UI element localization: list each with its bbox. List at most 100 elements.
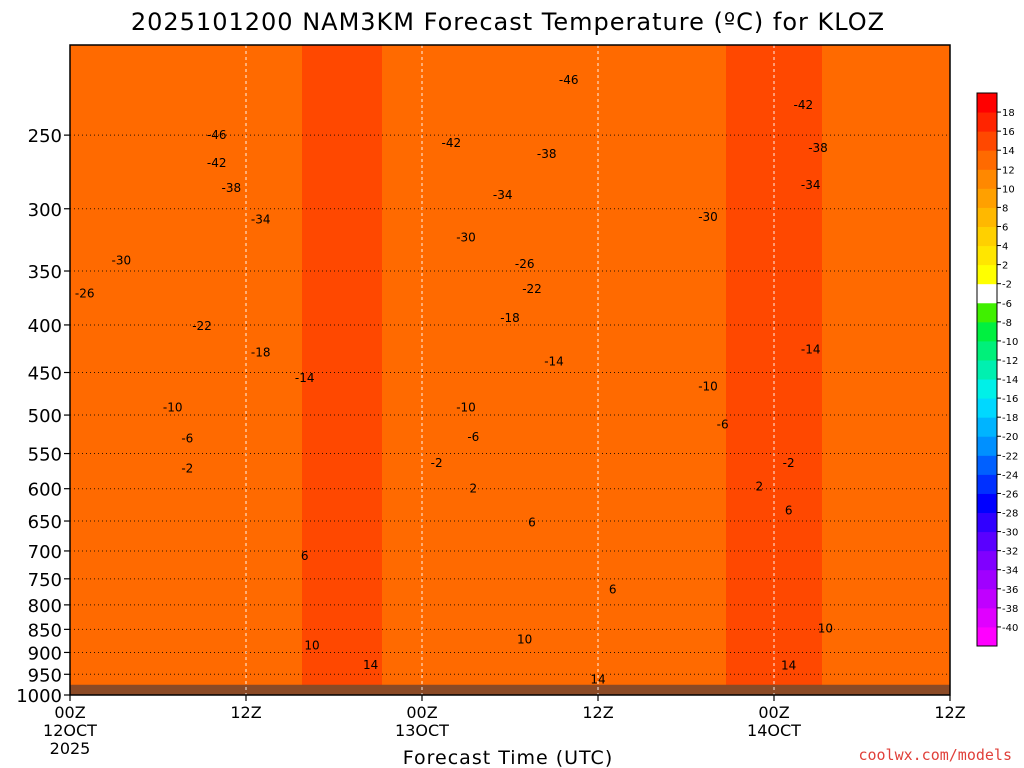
colorbar-swatch bbox=[977, 359, 997, 380]
contour-label: 10 bbox=[517, 633, 532, 647]
contour-label: -30 bbox=[698, 210, 718, 224]
contour-label: 6 bbox=[528, 515, 536, 529]
contour-label: -18 bbox=[251, 345, 271, 359]
contour-label: -30 bbox=[456, 230, 476, 244]
credit-link[interactable]: coolwx.com/models bbox=[858, 746, 1012, 764]
y-tick-label: 950 bbox=[28, 665, 62, 686]
contour-label: -38 bbox=[808, 141, 828, 155]
contour-label: 6 bbox=[609, 582, 617, 596]
colorbar-label: 12 bbox=[1002, 165, 1015, 176]
colorbar-swatch bbox=[977, 417, 997, 437]
colorbar-swatch bbox=[977, 93, 997, 113]
colorbar-swatch bbox=[977, 264, 997, 285]
contour-label: 6 bbox=[301, 549, 309, 563]
colorbar-label: -22 bbox=[1002, 451, 1018, 462]
y-tick-label: 700 bbox=[28, 542, 62, 563]
x-tick-label: 2025 bbox=[50, 739, 91, 758]
contour-label: -34 bbox=[801, 178, 821, 192]
contour-label: -10 bbox=[698, 380, 718, 394]
y-tick-label: 850 bbox=[28, 620, 62, 641]
y-tick-label: 1000 bbox=[16, 686, 62, 707]
colorbar-label: -30 bbox=[1002, 528, 1018, 539]
colorbar-label: -16 bbox=[1002, 394, 1018, 405]
colorbar-label: -38 bbox=[1002, 604, 1018, 615]
colorbar-swatch bbox=[977, 379, 997, 399]
contour-label: -22 bbox=[522, 282, 542, 296]
plot-frame bbox=[69, 44, 951, 696]
contour-label: 2 bbox=[756, 480, 764, 494]
colorbar-swatch bbox=[977, 588, 997, 609]
colorbar-swatch bbox=[977, 398, 997, 418]
y-tick-label: 550 bbox=[28, 445, 62, 466]
contour-label: -6 bbox=[181, 432, 193, 446]
contour-label: -6 bbox=[717, 418, 729, 432]
plot-border bbox=[69, 44, 951, 696]
colorbar-label: -26 bbox=[1002, 489, 1018, 500]
x-tick-label: 00Z bbox=[54, 703, 85, 722]
colorbar-swatch bbox=[977, 131, 997, 151]
contour-label: -34 bbox=[493, 188, 513, 202]
contour-labels: -46 -42 -46 -42 -38 -38 -42 -38 -34 -34 -34 -30 -30 -… bbox=[75, 73, 833, 687]
contour-label: 14 bbox=[363, 658, 378, 672]
contour-label: -42 bbox=[442, 136, 462, 150]
contour-label: -26 bbox=[75, 286, 95, 300]
contour-label: -30 bbox=[112, 253, 132, 267]
colorbar-swatch bbox=[977, 188, 997, 208]
colorbar-swatch bbox=[977, 531, 997, 552]
colorbar-label: -40 bbox=[1002, 623, 1018, 634]
y-tick-label: 650 bbox=[28, 512, 62, 533]
contour-label: -14 bbox=[295, 371, 315, 385]
colorbar-swatch bbox=[977, 474, 997, 494]
contour-label: -46 bbox=[207, 128, 227, 142]
colorbar-swatch bbox=[977, 150, 997, 170]
contour-label: 14 bbox=[781, 659, 796, 673]
colorbar-swatch bbox=[977, 512, 997, 533]
contour-label: -34 bbox=[251, 212, 271, 226]
colorbar-label: 6 bbox=[1002, 222, 1008, 233]
x-tick-label: 00Z bbox=[758, 703, 789, 722]
colorbar-label: 4 bbox=[1002, 242, 1008, 253]
contour-label: -38 bbox=[222, 181, 242, 195]
colorbar-label: -14 bbox=[1002, 375, 1018, 386]
colorbar-swatch bbox=[977, 607, 997, 628]
contour-label: 14 bbox=[590, 672, 605, 686]
contour-label: -2 bbox=[431, 456, 443, 470]
contour-label: -46 bbox=[559, 73, 579, 87]
x-tick-label: 12Z bbox=[934, 703, 965, 722]
colorbar-label: -12 bbox=[1002, 356, 1018, 367]
contour-label: -10 bbox=[456, 401, 476, 415]
x-tick-label: 12Z bbox=[230, 703, 261, 722]
colorbar-label: 18 bbox=[1002, 108, 1015, 119]
colorbar-swatch bbox=[977, 436, 997, 456]
colorbar-swatch bbox=[977, 226, 997, 247]
colorbar-swatch bbox=[977, 245, 997, 266]
contour-label: -18 bbox=[500, 311, 520, 325]
colorbar-label: -28 bbox=[1002, 509, 1018, 520]
colorbar-swatch bbox=[977, 302, 997, 323]
ground-fill bbox=[70, 684, 950, 695]
colorbar-label: 2 bbox=[1002, 261, 1008, 272]
colorbar-label: -10 bbox=[1002, 337, 1018, 348]
colorbar-label: 10 bbox=[1002, 184, 1015, 195]
colorbar-swatch bbox=[977, 569, 997, 590]
x-axis-label: Forecast Time (UTC) bbox=[403, 747, 613, 768]
colorbar-swatch bbox=[977, 207, 997, 227]
contour-label: -42 bbox=[207, 156, 227, 170]
contour-label: -42 bbox=[794, 98, 814, 112]
colorbar-label: -2 bbox=[1002, 280, 1012, 291]
colorbar-swatch bbox=[977, 626, 997, 647]
colorbar-swatch bbox=[977, 340, 997, 361]
colorbar: -40-38-36-34-32-30-28-26-24-22-20-18-16-… bbox=[976, 92, 1018, 647]
contour-label: -14 bbox=[544, 355, 564, 369]
contour-label: -38 bbox=[537, 147, 557, 161]
y-tick-label: 300 bbox=[28, 200, 62, 221]
contour-label: 6 bbox=[785, 503, 793, 517]
colorbar-swatch bbox=[977, 493, 997, 514]
y-tick-label: 500 bbox=[28, 406, 62, 427]
contour-label: -22 bbox=[192, 319, 212, 333]
colorbar-label: 8 bbox=[1002, 203, 1008, 214]
temperature-shading bbox=[70, 45, 951, 696]
contour-label: -14 bbox=[801, 342, 821, 356]
colorbar-label: -32 bbox=[1002, 547, 1018, 558]
